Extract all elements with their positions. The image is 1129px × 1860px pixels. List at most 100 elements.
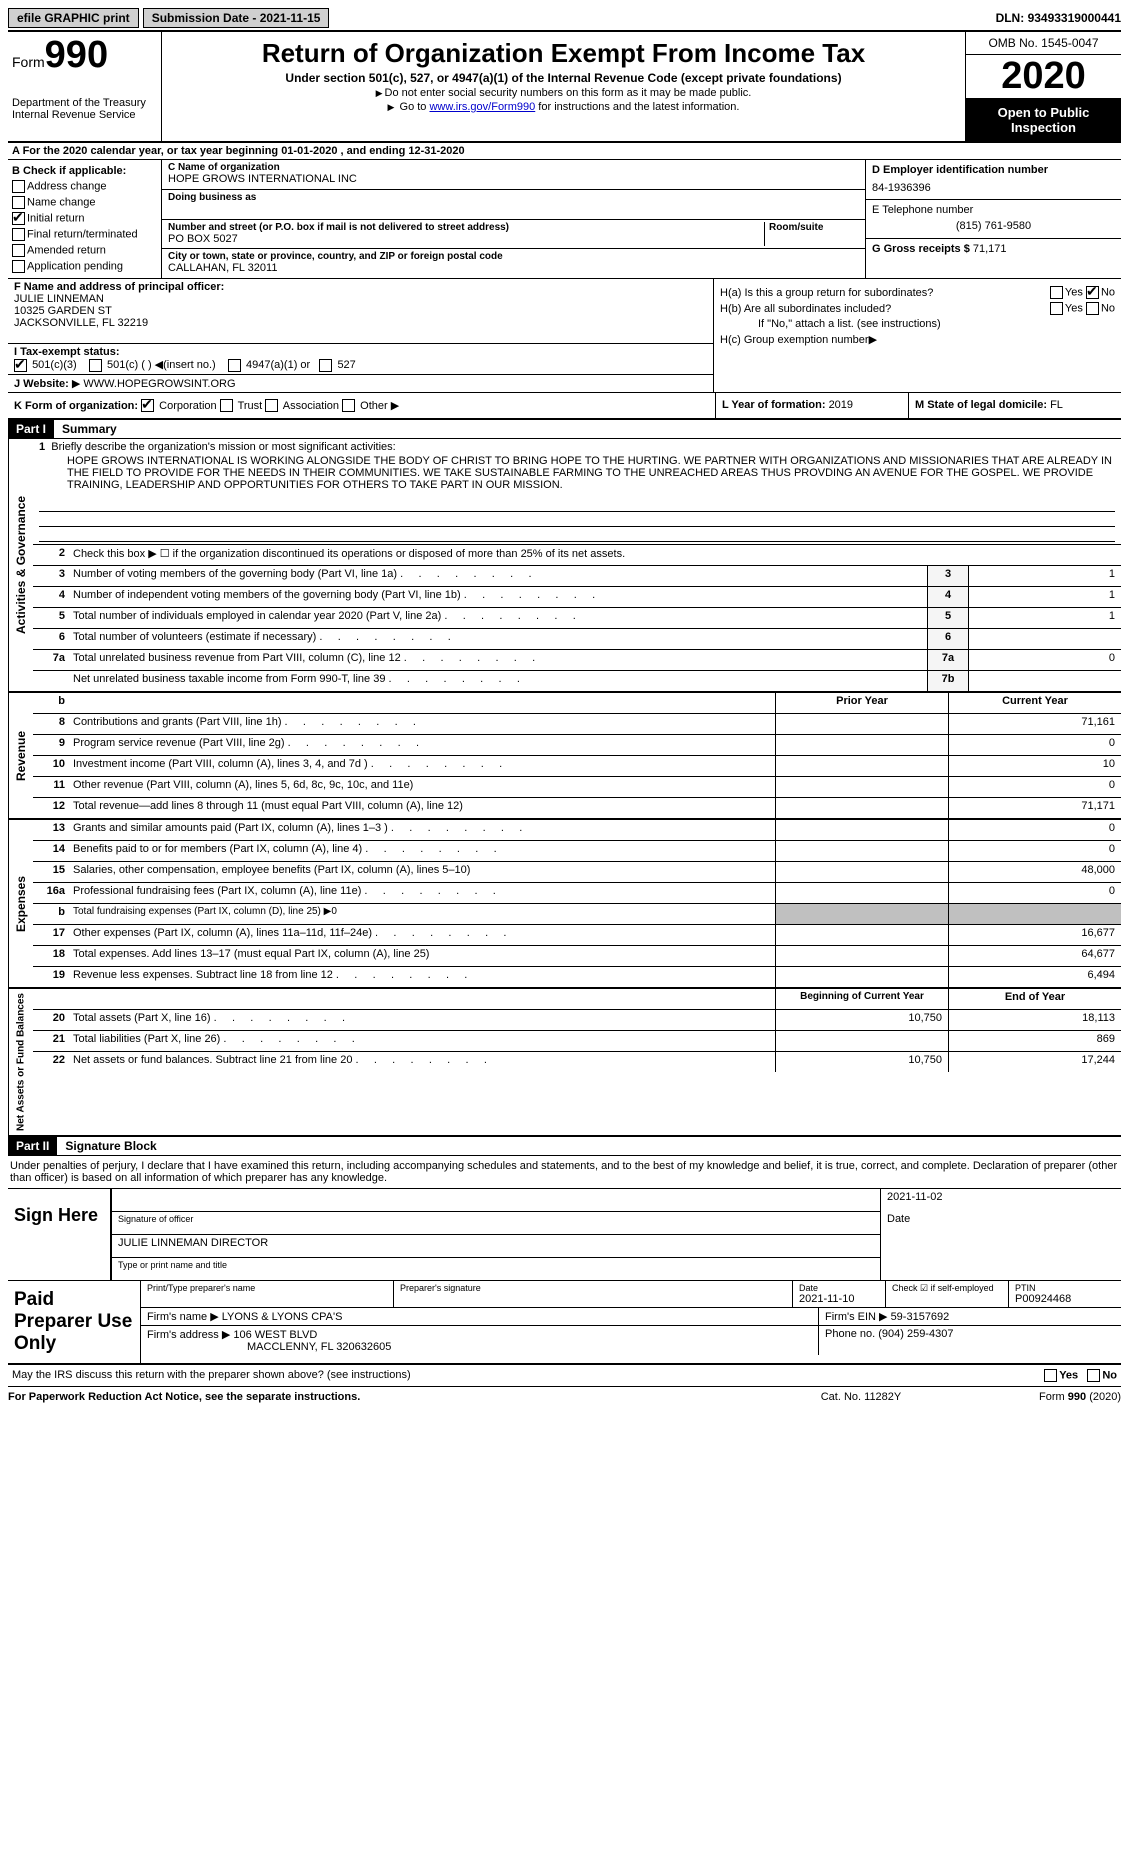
efile-button[interactable]: efile GRAPHIC print	[8, 8, 139, 28]
form-title: Return of Organization Exempt From Incom…	[166, 38, 961, 69]
chk-name-change[interactable]: Name change	[12, 196, 157, 209]
hb-yes[interactable]	[1050, 302, 1063, 315]
activities-table: Activities & Governance 1 Briefly descri…	[8, 439, 1121, 693]
org-name-label: C Name of organization	[168, 162, 859, 173]
initial-return-label: Initial return	[27, 212, 84, 224]
ein-label: D Employer identification number	[872, 164, 1115, 176]
chk-corp[interactable]	[141, 399, 154, 412]
submission-date-box: Submission Date - 2021-11-15	[143, 8, 330, 28]
chk-501c3[interactable]	[14, 359, 27, 372]
revenue-body: bPrior YearCurrent Year 8Contributions a…	[33, 693, 1121, 818]
chk-501c[interactable]	[89, 359, 102, 372]
r21-desc: Total liabilities (Part X, line 26)	[69, 1031, 775, 1051]
form-word: Form	[12, 54, 45, 70]
application-pending-label: Application pending	[27, 260, 123, 272]
r20-begin: 10,750	[775, 1010, 948, 1030]
hc-row: H(c) Group exemption number ▶	[720, 333, 1115, 346]
footer: For Paperwork Reduction Act Notice, see …	[8, 1387, 1121, 1407]
expenses-table: Expenses 13Grants and similar amounts pa…	[8, 820, 1121, 989]
chk-application-pending[interactable]: Application pending	[12, 260, 157, 273]
r3-desc: Number of voting members of the governin…	[69, 566, 927, 586]
inspect-line2: Inspection	[968, 120, 1119, 135]
tax-exempt-row: I Tax-exempt status: 501(c)(3) 501(c) ( …	[8, 344, 713, 375]
bcd-block: B Check if applicable: Address change Na…	[8, 160, 1121, 279]
part1-title: Summary	[54, 420, 125, 438]
chk-assoc[interactable]	[265, 399, 278, 412]
irs-link[interactable]: www.irs.gov/Form990	[429, 101, 535, 113]
ein-cell: D Employer identification number 84-1936…	[866, 160, 1121, 200]
row-19: 19Revenue less expenses. Subtract line 1…	[33, 967, 1121, 987]
prep-phone-label: Phone no.	[825, 1328, 878, 1340]
form-subtitle: Under section 501(c), 527, or 4947(a)(1)…	[166, 71, 961, 85]
chk-527[interactable]	[319, 359, 332, 372]
firm-addr1: 106 WEST BLVD	[233, 1329, 317, 1341]
sign-date: 2021-11-02	[881, 1189, 1121, 1211]
hb-no[interactable]	[1086, 302, 1099, 315]
chk-address-change[interactable]: Address change	[12, 180, 157, 193]
website-value: WWW.HOPEGROWSINT.ORG	[83, 378, 235, 390]
org-name-cell: C Name of organization HOPE GROWS INTERN…	[162, 160, 865, 190]
row-2: 2Check this box ▶ ☐ if the organization …	[33, 545, 1121, 566]
omb-number: OMB No. 1545-0047	[966, 32, 1121, 55]
chk-final-return[interactable]: Final return/terminated	[12, 228, 157, 241]
preparer-body: Print/Type preparer's name Preparer's si…	[140, 1281, 1121, 1363]
hb-text: H(b) Are all subordinates included?	[720, 303, 1050, 315]
discuss-yes[interactable]	[1044, 1369, 1057, 1382]
row-3: 3Number of voting members of the governi…	[33, 566, 1121, 587]
mission-text: HOPE GROWS INTERNATIONAL IS WORKING ALON…	[67, 455, 1115, 491]
klm-row: K Form of organization: Corporation Trus…	[8, 393, 1121, 421]
suite-label: Room/suite	[769, 222, 859, 233]
527-label: 527	[337, 359, 355, 371]
discuss-text: May the IRS discuss this return with the…	[12, 1369, 1044, 1382]
discuss-no[interactable]	[1087, 1369, 1100, 1382]
r14-val: 0	[948, 841, 1121, 861]
row-14: 14Benefits paid to or for members (Part …	[33, 841, 1121, 862]
gross-label: G Gross receipts $	[872, 243, 973, 255]
part2-header: Part II Signature Block	[8, 1137, 1121, 1156]
firm-name: LYONS & LYONS CPA'S	[222, 1311, 343, 1323]
officer-name: JULIE LINNEMAN	[14, 293, 707, 305]
note-goto: Go to www.irs.gov/Form990 for instructio…	[166, 101, 961, 113]
prep-date: 2021-11-10	[799, 1293, 879, 1305]
hb-note: If "No," attach a list. (see instruction…	[720, 318, 1115, 330]
row-10: 10Investment income (Part VIII, column (…	[33, 756, 1121, 777]
row-17: 17Other expenses (Part IX, column (A), l…	[33, 925, 1121, 946]
chk-initial-return[interactable]: Initial return	[12, 212, 157, 225]
activities-vtab: Activities & Governance	[8, 439, 33, 691]
preparer-label: Paid Preparer Use Only	[8, 1281, 140, 1363]
ha-row: H(a) Is this a group return for subordin…	[720, 286, 1115, 299]
tax-year: 2020	[966, 55, 1121, 99]
r2-desc: Check this box ▶ ☐ if the organization d…	[69, 545, 1121, 565]
ha-yes[interactable]	[1050, 286, 1063, 299]
firm-ein-label: Firm's EIN ▶	[825, 1311, 891, 1323]
r8-val: 71,161	[948, 714, 1121, 734]
row-4: 4Number of independent voting members of…	[33, 587, 1121, 608]
chk-trust[interactable]	[220, 399, 233, 412]
501c3-label: 501(c)(3)	[32, 359, 77, 371]
header-left: Form990 Department of the Treasury Inter…	[8, 32, 162, 141]
r11-val: 0	[948, 777, 1121, 797]
chk-other[interactable]	[342, 399, 355, 412]
chk-amended-return[interactable]: Amended return	[12, 244, 157, 257]
addr-cell: Number and street (or P.O. box if mail i…	[162, 220, 865, 250]
r10-val: 10	[948, 756, 1121, 776]
address-change-label: Address change	[27, 180, 107, 192]
form-label: Form990	[12, 34, 157, 77]
rev-header: bPrior YearCurrent Year	[33, 693, 1121, 714]
501c-label: 501(c) ( )	[107, 359, 152, 371]
goto-post: for instructions and the latest informat…	[535, 101, 739, 113]
part2-label: Part II	[8, 1137, 57, 1155]
dept-irs: Internal Revenue Service	[12, 109, 157, 121]
r17-val: 16,677	[948, 925, 1121, 945]
r19-desc: Revenue less expenses. Subtract line 18 …	[69, 967, 775, 987]
row-a-tax-year: A For the 2020 calendar year, or tax yea…	[8, 143, 1121, 160]
chk-4947[interactable]	[228, 359, 241, 372]
prep-check: Check ☑ if self-employed	[886, 1281, 1009, 1307]
ha-no[interactable]	[1086, 286, 1099, 299]
r19-val: 6,494	[948, 967, 1121, 987]
revenue-vtab: Revenue	[8, 693, 33, 818]
sign-here-label: Sign Here	[8, 1189, 110, 1280]
b-heading: B Check if applicable:	[12, 165, 157, 177]
footer-left: For Paperwork Reduction Act Notice, see …	[8, 1391, 761, 1403]
trust-label: Trust	[238, 400, 263, 412]
